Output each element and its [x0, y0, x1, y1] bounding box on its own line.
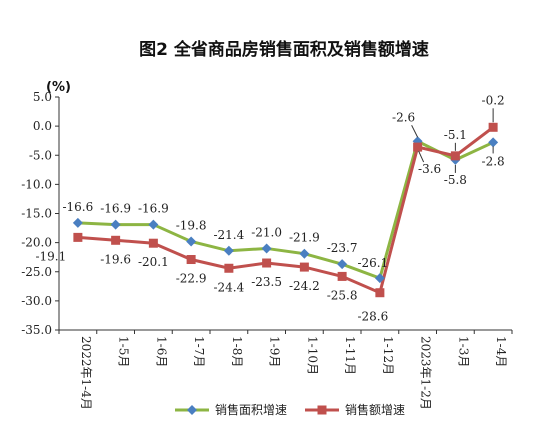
x-tick-label: 1-12月	[381, 336, 395, 375]
data-point	[413, 142, 423, 152]
chart-title: 图2 全省商品房销售面积及销售额增速	[139, 39, 429, 60]
series-line-1	[77, 126, 495, 295]
data-label: -3.6	[418, 162, 441, 176]
data-label: -5.8	[444, 173, 467, 187]
data-label: -24.4	[213, 280, 244, 294]
x-tick-label: 1-8月	[230, 336, 244, 367]
legend-label-1: 销售额增速	[345, 402, 405, 417]
data-point	[299, 248, 310, 259]
data-label: -25.8	[327, 288, 358, 302]
data-label: -21.9	[289, 231, 320, 245]
data-label: -26.1	[357, 256, 388, 270]
legend-marker	[317, 405, 327, 415]
data-point	[262, 258, 272, 268]
data-labels: -16.6 -16.9 -16.9 -19.8 -21.4 -21.0 -21.9 -23.7…	[35, 93, 504, 323]
data-label: -16.6	[62, 200, 93, 214]
legend: 销售面积增速 销售额增速	[175, 402, 405, 417]
x-tick-label: 1-6月	[154, 336, 168, 367]
y-tick-label: -35.0	[21, 323, 52, 337]
legend-marker	[187, 405, 197, 415]
data-point	[148, 238, 158, 248]
data-label: -0.2	[482, 93, 505, 107]
data-point	[337, 271, 347, 281]
legend-label-0: 销售面积增速	[215, 402, 287, 417]
leader-line	[418, 150, 425, 163]
data-point	[72, 217, 83, 228]
data-point	[299, 262, 309, 272]
data-point	[110, 219, 121, 230]
data-point	[374, 273, 385, 284]
x-tick-label: 1-5月	[117, 336, 131, 367]
data-point	[148, 219, 159, 230]
x-tick-label: 1-11月	[343, 336, 357, 375]
data-point	[224, 263, 234, 273]
series-markers	[72, 122, 499, 298]
x-tick-label: 2023年1-2月	[419, 336, 433, 410]
data-point	[375, 288, 385, 298]
x-tick-label: 1-4月	[494, 336, 508, 367]
y-tick-label: 5.0	[33, 90, 52, 104]
data-label: -23.7	[327, 241, 358, 255]
data-point	[73, 232, 83, 242]
data-label: -19.8	[176, 218, 207, 232]
axes: 5.0 0.0 -5.0 -10.0 -15.0 -20.0 -25.0 -30.0 -35.0…	[21, 90, 513, 410]
data-label: -2.8	[482, 154, 505, 168]
y-tick-label: -10.0	[21, 177, 52, 191]
y-tick-label: -30.0	[21, 294, 52, 308]
y-tick-label: -5.0	[29, 148, 52, 162]
data-label: -21.4	[213, 228, 244, 242]
data-point	[261, 243, 272, 254]
data-point	[223, 245, 234, 256]
x-tick-label: 1-7月	[192, 336, 206, 367]
y-tick-label: -20.0	[21, 236, 52, 250]
data-point	[111, 235, 121, 245]
data-label: -23.5	[251, 275, 282, 289]
y-tick-label: -25.0	[21, 265, 52, 279]
data-label: -19.6	[100, 252, 131, 266]
data-point	[488, 122, 498, 132]
data-label: -16.9	[100, 202, 131, 216]
data-label: -21.0	[251, 225, 282, 239]
data-label: -19.1	[35, 249, 66, 263]
x-tick-label: 2022年1-4月	[79, 336, 93, 410]
x-tick-label: 1-3月	[456, 336, 470, 367]
y-axis-unit: (%)	[46, 80, 71, 95]
data-point	[450, 151, 460, 161]
data-point	[186, 236, 197, 247]
data-point	[186, 255, 196, 265]
x-tick-label: 1-10月	[305, 336, 319, 375]
data-point	[488, 137, 499, 148]
data-label: -28.6	[357, 310, 388, 324]
y-tick-label: 0.0	[33, 119, 52, 133]
leader-line	[411, 125, 419, 138]
series-lines	[77, 126, 495, 295]
data-label: -22.9	[176, 272, 207, 286]
data-label: -2.6	[392, 110, 415, 124]
data-label: -24.2	[289, 279, 320, 293]
series-line-0	[77, 139, 494, 281]
data-label: -5.1	[444, 128, 467, 142]
data-label: -20.1	[138, 255, 169, 269]
x-tick-label: 1-9月	[268, 336, 282, 367]
data-point	[337, 259, 348, 270]
data-label: -16.9	[138, 202, 169, 216]
y-tick-label: -15.0	[21, 207, 52, 221]
